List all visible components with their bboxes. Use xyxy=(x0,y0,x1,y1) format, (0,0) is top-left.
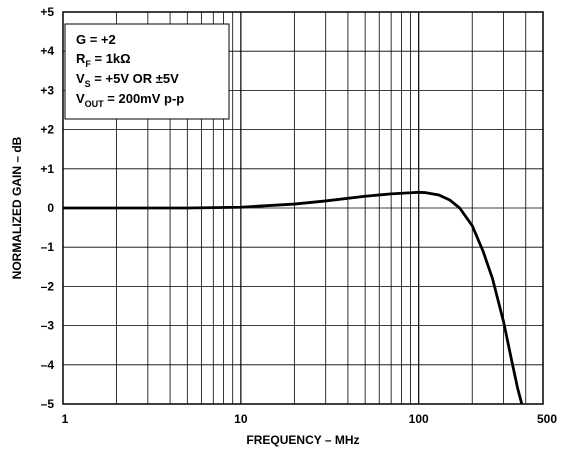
y-tick-label: –5 xyxy=(41,397,55,411)
vs-annotation: VS = +5V OR ±5V xyxy=(76,71,179,89)
conditions-text: G = +2 RF = 1kΩ VS = +5V OR ±5V VOUT = 2… xyxy=(76,32,184,109)
y-tick-label: +5 xyxy=(40,5,54,19)
y-tick-label: –3 xyxy=(41,319,55,333)
vout-annotation: VOUT = 200mV p-p xyxy=(76,91,184,109)
x-tick-label: 100 xyxy=(409,412,429,426)
plot-frame xyxy=(62,11,544,405)
y-tick-label: 0 xyxy=(47,201,54,215)
y-tick-label: –2 xyxy=(41,279,55,293)
y-tick-label: +4 xyxy=(40,44,54,58)
gain-annotation: G = +2 xyxy=(76,32,116,47)
rf-annotation: RF = 1kΩ xyxy=(76,51,131,69)
y-tick-labels: +5 +4 +3 +2 +1 0 –1 –2 –3 –4 –5 xyxy=(40,5,54,411)
y-tick-label: +1 xyxy=(40,162,54,176)
y-tick-label: –1 xyxy=(41,240,55,254)
y-tick-label: +3 xyxy=(40,83,54,97)
x-tick-label: 10 xyxy=(234,412,248,426)
x-tick-label: 500 xyxy=(537,412,557,426)
y-tick-label: +2 xyxy=(40,123,54,137)
x-tick-labels: 1 10 100 500 xyxy=(62,412,558,426)
y-axis-label: NORMALIZED GAIN – dB xyxy=(10,136,24,279)
x-tick-label: 1 xyxy=(62,412,69,426)
series-group xyxy=(63,190,524,405)
y-tick-label: –4 xyxy=(41,358,55,372)
conditions-box xyxy=(64,23,230,120)
gain-response-line xyxy=(63,190,524,405)
x-axis-label: FREQUENCY – MHz xyxy=(246,433,359,447)
